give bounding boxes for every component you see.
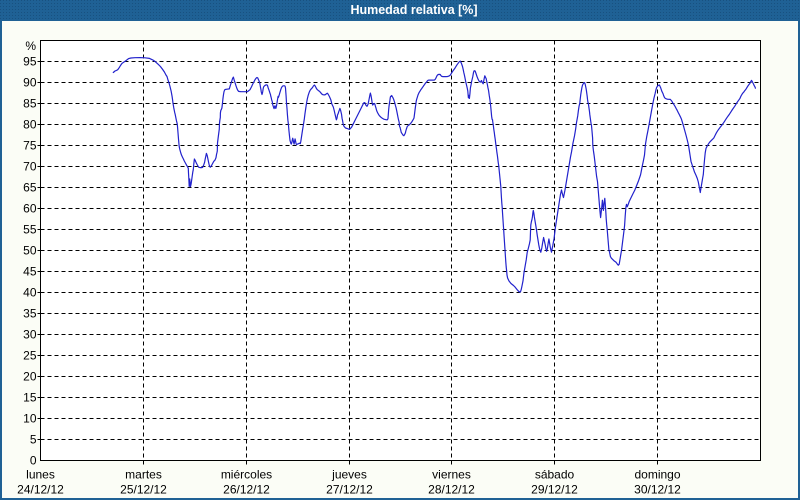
svg-text:10: 10	[23, 412, 37, 426]
svg-text:25: 25	[23, 349, 37, 363]
svg-text:miércoles: miércoles	[221, 468, 272, 482]
svg-text:65: 65	[23, 181, 37, 195]
svg-text:0: 0	[30, 454, 37, 468]
svg-text:29/12/12: 29/12/12	[531, 483, 578, 497]
svg-text:28/12/12: 28/12/12	[428, 483, 475, 497]
svg-text:35: 35	[23, 307, 37, 321]
svg-text:75: 75	[23, 139, 37, 153]
svg-text:5: 5	[30, 433, 37, 447]
svg-text:50: 50	[23, 244, 37, 258]
svg-text:30/12/12: 30/12/12	[634, 483, 681, 497]
svg-text:24/12/12: 24/12/12	[17, 483, 64, 497]
svg-text:domingo: domingo	[634, 468, 680, 482]
svg-text:martes: martes	[125, 468, 162, 482]
svg-text:80: 80	[23, 118, 37, 132]
svg-text:45: 45	[23, 265, 37, 279]
svg-text:15: 15	[23, 391, 37, 405]
svg-text:25/12/12: 25/12/12	[120, 483, 167, 497]
svg-text:26/12/12: 26/12/12	[223, 483, 270, 497]
svg-text:70: 70	[23, 160, 37, 174]
svg-text:20: 20	[23, 370, 37, 384]
svg-text:55: 55	[23, 223, 37, 237]
svg-text:viernes: viernes	[432, 468, 471, 482]
svg-text:sábado: sábado	[535, 468, 575, 482]
svg-text:95: 95	[23, 55, 37, 69]
svg-text:27/12/12: 27/12/12	[326, 483, 373, 497]
svg-text:jueves: jueves	[331, 468, 367, 482]
svg-text:85: 85	[23, 97, 37, 111]
svg-text:30: 30	[23, 328, 37, 342]
svg-text:%: %	[25, 39, 36, 53]
svg-text:40: 40	[23, 286, 37, 300]
svg-text:60: 60	[23, 202, 37, 216]
svg-text:lunes: lunes	[26, 468, 55, 482]
svg-text:90: 90	[23, 76, 37, 90]
